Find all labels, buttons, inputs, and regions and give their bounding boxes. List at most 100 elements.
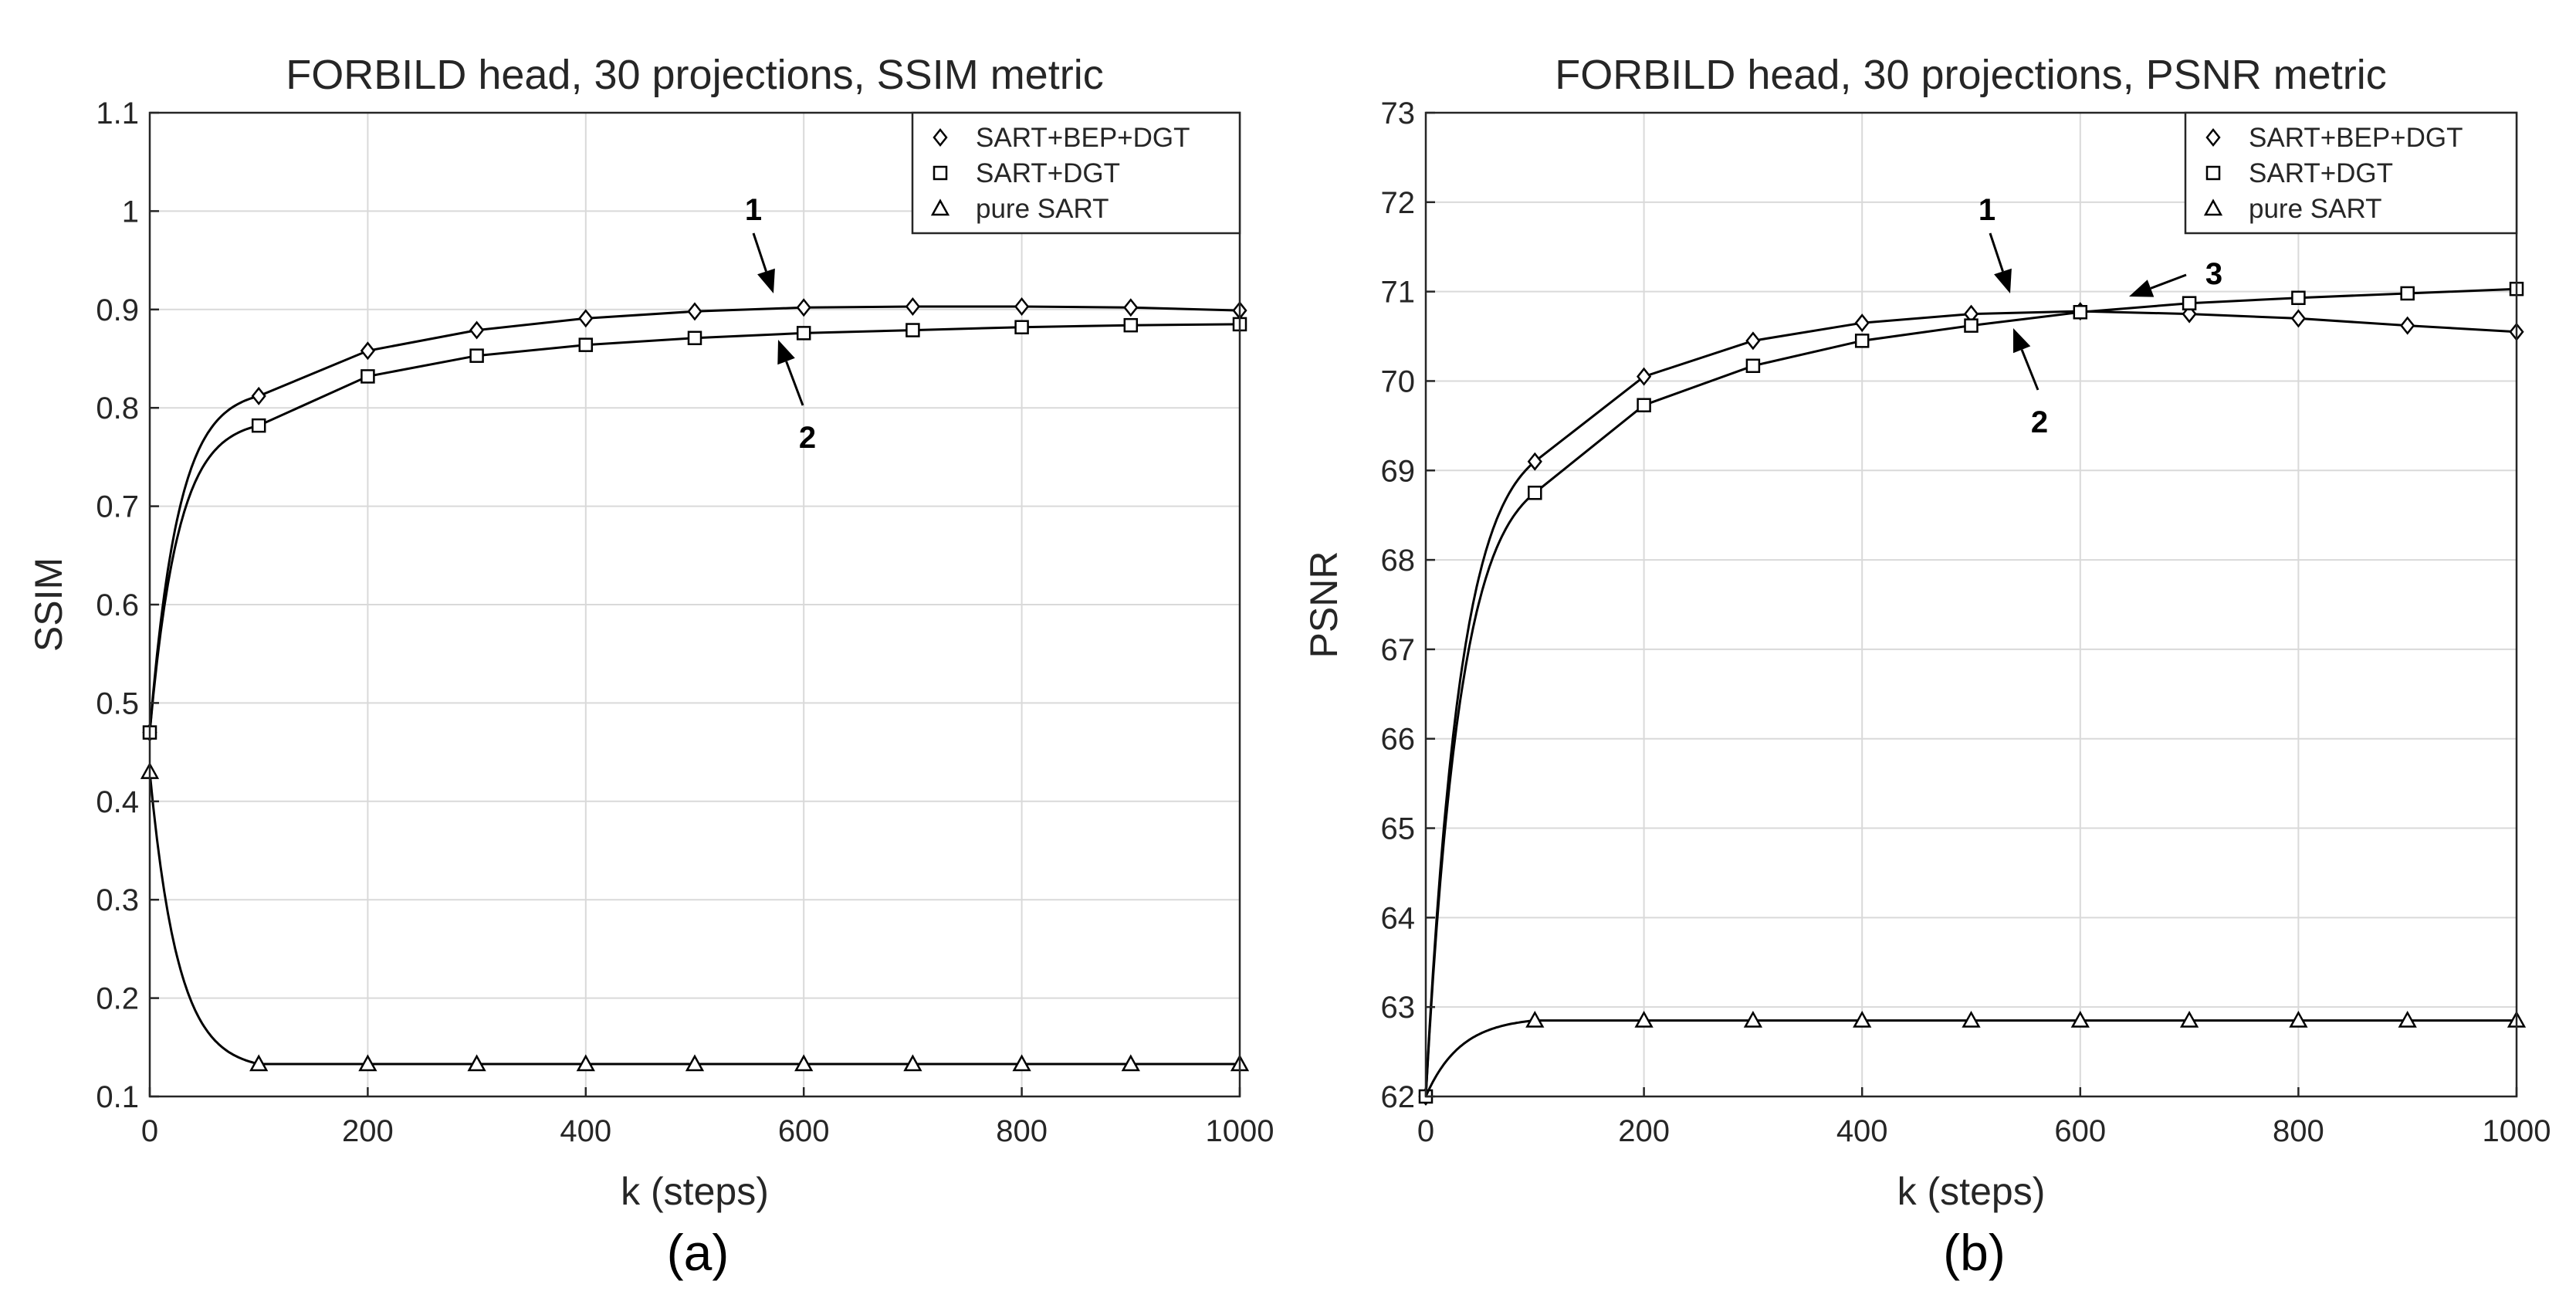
data-point	[469, 320, 485, 340]
legend-marker-symbol	[2203, 198, 2223, 216]
data-point	[2073, 305, 2088, 320]
legend-marker-square	[933, 165, 948, 181]
legend-entry: pure SART	[930, 194, 1109, 224]
x-axis-label: k (steps)	[621, 1170, 769, 1213]
x-axis-label: k (steps)	[1897, 1170, 2046, 1213]
annotation-arrow	[785, 361, 804, 406]
data-point	[576, 1054, 595, 1072]
annotation: 1	[745, 193, 775, 293]
data-point	[1636, 367, 1652, 386]
data-point	[360, 341, 376, 361]
data-point	[1964, 318, 1979, 333]
data-point	[2289, 1010, 2308, 1028]
series-layer	[1418, 281, 2527, 1107]
data-point	[905, 323, 920, 337]
y-tick-label: 64	[1381, 901, 1416, 935]
legend-marker-square	[2205, 165, 2221, 181]
y-tick-label: 71	[1381, 276, 1416, 310]
data-point	[796, 298, 811, 317]
x-tick-label: 400	[1836, 1114, 1888, 1148]
y-tick-label: 0.8	[96, 391, 139, 425]
legend-label: SART+BEP+DGT	[2249, 123, 2463, 153]
legend-entry: SART+BEP+DGT	[933, 123, 1190, 153]
legend-box	[911, 111, 1241, 235]
data-point	[2179, 1010, 2199, 1028]
chart-title: FORBILD head, 30 projections, PSNR metri…	[1555, 52, 2386, 98]
data-point	[2182, 296, 2197, 310]
panel-label: (b)	[1943, 1224, 2006, 1281]
annotation-label: 1	[745, 193, 762, 227]
x-tick-label: 600	[778, 1114, 830, 1148]
data-point	[1634, 1010, 1654, 1028]
data-point	[1854, 334, 1870, 348]
data-point	[1853, 1010, 1872, 1028]
panel-b: 0 200 400 600 800 1000 62 63 64 65 66 67 68 69 70 71 72 7…	[1302, 52, 2551, 1281]
data-point	[251, 418, 266, 433]
data-point	[1525, 1010, 1545, 1028]
legend-marker-symbol	[2205, 127, 2221, 147]
legend-entry: pure SART	[2203, 194, 2382, 224]
tick-layer: 0 200 400 600 800 1000 0.1 0.2 0.3 0.4 0.5 0.6 0.7 0.…	[96, 97, 1274, 1148]
legend-marker-triangle	[930, 198, 950, 216]
data-point	[2070, 1010, 2090, 1028]
annotation-label: 1	[1979, 193, 1995, 227]
x-tick-label: 800	[2273, 1114, 2324, 1148]
data-point	[251, 386, 266, 405]
annotation-label: 2	[2031, 405, 2048, 439]
legend-label: pure SART	[2249, 194, 2382, 224]
y-tick-label: 62	[1381, 1080, 1416, 1114]
data-point	[687, 302, 702, 321]
annotation-arrowhead	[1994, 268, 2012, 293]
legend-entry: SART+BEP+DGT	[2205, 123, 2463, 153]
legend-label: SART+DGT	[2249, 158, 2393, 188]
y-tick-label: 70	[1381, 364, 1416, 398]
annotation-label: 2	[799, 421, 816, 455]
panel-a: 0 200 400 600 800 1000 0.1 0.2 0.3 0.4 0.5 0.6 0.7 0.…	[27, 52, 1274, 1281]
y-tick-label: 68	[1381, 544, 1416, 578]
x-tick-label: 0	[1417, 1114, 1434, 1148]
legend-label: SART+BEP+DGT	[976, 123, 1190, 153]
data-point	[1854, 313, 1870, 333]
annotation-arrow	[752, 232, 767, 272]
annotation-arrowhead	[2129, 280, 2155, 297]
y-tick-label: 0.1	[96, 1080, 139, 1114]
annotation-arrow	[2020, 349, 2039, 391]
data-point	[2400, 286, 2415, 301]
y-tick-label: 0.3	[96, 883, 139, 917]
tick-layer: 0 200 400 600 800 1000 62 63 64 65 66 67 68 69 70 71 72 7…	[1381, 97, 2551, 1148]
axes-box	[1424, 111, 2518, 1098]
data-point	[1012, 1054, 1031, 1072]
y-tick-label: 69	[1381, 454, 1416, 488]
data-point	[796, 326, 811, 341]
x-tick-label: 1000	[2483, 1114, 2551, 1148]
data-point	[578, 309, 594, 328]
data-point	[1527, 452, 1542, 471]
x-tick-label: 800	[996, 1114, 1048, 1148]
x-tick-label: 1000	[1206, 1114, 1274, 1148]
chart-title: FORBILD head, 30 projections, SSIM metri…	[286, 52, 1103, 98]
data-point	[2290, 309, 2307, 328]
annotation: 2	[2013, 328, 2048, 439]
data-point	[2291, 290, 2306, 305]
legend: SART+BEP+DGT SART+DGT pure SART	[2184, 111, 2518, 235]
legend-entry: SART+DGT	[2205, 158, 2393, 188]
data-point	[905, 297, 921, 316]
data-point	[687, 330, 702, 345]
x-tick-label: 400	[560, 1114, 611, 1148]
data-point	[467, 1054, 486, 1072]
data-point	[249, 1054, 269, 1072]
annotation-arrowhead	[757, 268, 775, 293]
data-point	[469, 348, 484, 363]
y-tick-label: 73	[1381, 97, 1416, 130]
legend-marker-symbol	[930, 198, 950, 216]
data-point	[903, 1054, 922, 1072]
data-point	[1743, 1010, 1763, 1028]
data-point	[685, 1054, 705, 1072]
annotation-label: 3	[2205, 257, 2222, 291]
y-tick-label: 0.5	[96, 686, 139, 720]
y-tick-label: 63	[1381, 991, 1416, 1025]
data-point	[1745, 358, 1761, 374]
annotation: 3	[2129, 257, 2222, 297]
annotation: 2	[777, 340, 816, 455]
annotation-arrow	[1989, 232, 2004, 272]
